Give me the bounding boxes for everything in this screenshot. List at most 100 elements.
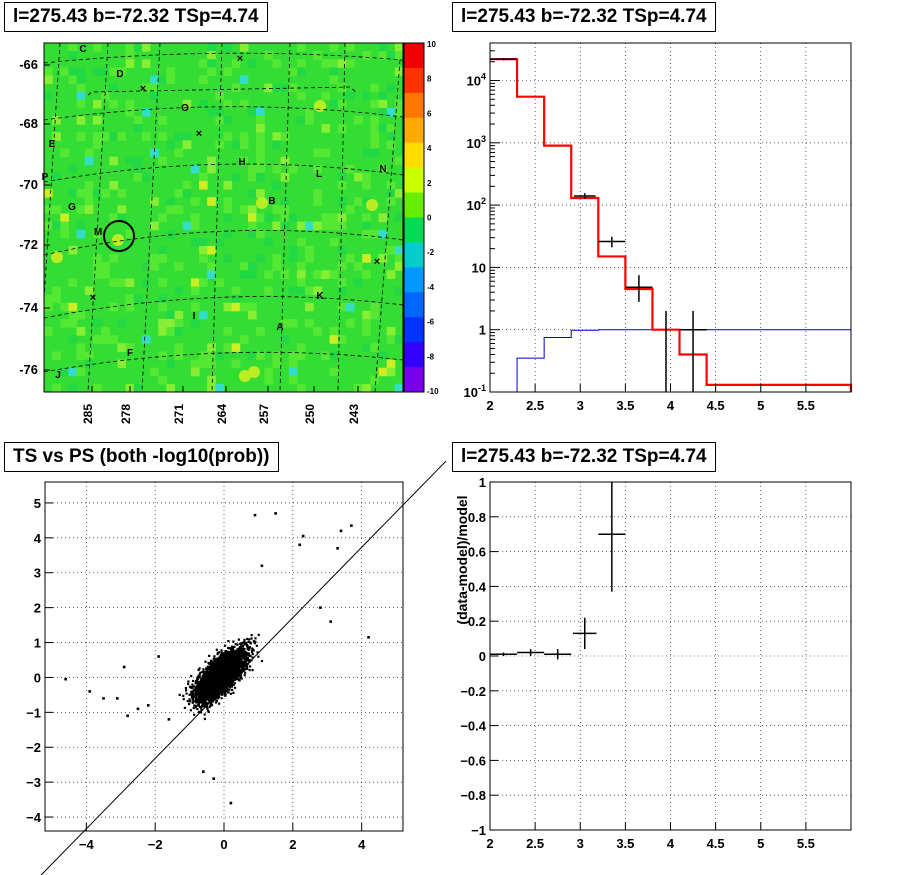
map-pixel (394, 99, 404, 109)
scatter-point (205, 669, 208, 672)
scatter-point (205, 667, 208, 670)
scatter-point (205, 691, 208, 694)
scatter-point (203, 695, 206, 698)
map-pixel (223, 132, 233, 141)
map-ytick-label: -66 (19, 57, 38, 72)
map-pixel (223, 327, 233, 336)
scatter-point (236, 661, 239, 664)
colorbar-label: 8 (427, 75, 432, 84)
map-hotspot (248, 366, 260, 378)
map-pixel (158, 351, 167, 361)
scatter-point (209, 664, 212, 667)
residual-ytick-label: 0 (479, 649, 486, 664)
scatter-point (202, 677, 205, 680)
scatter-point (231, 659, 234, 662)
scatter-point (236, 674, 239, 677)
scatter-point (251, 669, 254, 672)
map-cross-marker: × (237, 53, 243, 65)
scatter-point (217, 685, 220, 688)
map-pixel (337, 302, 347, 312)
scatter-point (224, 670, 227, 673)
map-xtick-label: 285 (81, 404, 95, 424)
scatter-point (219, 685, 222, 688)
map-pixel (345, 205, 355, 214)
scatter-point (224, 654, 227, 657)
map-pixel (264, 213, 273, 223)
map-pixel (76, 229, 86, 239)
map-pixel (141, 278, 151, 287)
map-pixel (182, 140, 192, 150)
colorbar-band (404, 43, 424, 69)
scatter-point (236, 654, 239, 658)
map-xtick-label: 264 (215, 404, 229, 424)
scatter-point (191, 701, 194, 704)
map-pixel (141, 43, 151, 52)
map-pixel (239, 270, 249, 279)
scatter-point (208, 698, 212, 702)
map-pixel (207, 245, 216, 255)
map-pixel (76, 116, 86, 125)
scatter-ytick-label: −2 (26, 740, 41, 755)
source-label-J: J (55, 370, 61, 381)
counts-ytick-label: 10-1 (464, 383, 486, 400)
map-pixel (256, 164, 265, 174)
map-pixel (199, 245, 208, 255)
map-pixel (272, 59, 282, 68)
diagonal-line (40, 460, 447, 875)
map-pixel (329, 270, 339, 279)
map-pixel (76, 99, 86, 109)
residual-xtick-label: 5.5 (797, 836, 815, 851)
scatter-point (213, 665, 216, 668)
map-xtick-label: 278 (119, 404, 133, 424)
scatter-point (199, 701, 202, 704)
scatter-point (216, 667, 219, 671)
scatter-point (199, 685, 203, 688)
map-pixel (321, 213, 331, 223)
map-pixel (329, 221, 339, 231)
map-pixel (288, 245, 298, 255)
map-pixel (239, 156, 249, 166)
map-pixel (313, 164, 322, 174)
scatter-point (224, 650, 227, 653)
scatter-point (115, 697, 119, 700)
scatter-point (215, 683, 219, 687)
map-pixel (76, 132, 86, 141)
scatter-point (254, 637, 257, 640)
scatter-point (235, 664, 238, 667)
map-pixel (117, 67, 127, 76)
scatter-point (235, 672, 238, 675)
scatter-point (194, 682, 197, 685)
scatter-point (250, 649, 254, 653)
scatter-point (192, 696, 195, 700)
source-label-F: F (127, 348, 133, 359)
source-label-G: G (68, 202, 76, 213)
scatter-point (249, 641, 252, 644)
scatter-ytick-label: 0 (34, 670, 41, 685)
map-pixel (321, 148, 331, 158)
map-title: l=275.43 b=-72.32 TSp=4.74 (4, 2, 268, 32)
map-pixel (84, 180, 94, 190)
scatter-point (211, 660, 214, 663)
scatter-point (228, 663, 231, 666)
map-pixel (101, 262, 110, 271)
map-pixel (92, 262, 102, 271)
map-cross-marker: × (196, 128, 202, 140)
scatter-point (209, 678, 213, 681)
scatter-point (249, 665, 252, 668)
graticule-lon-line (141, 42, 161, 393)
scatter-point (220, 673, 223, 676)
map-pixel (223, 229, 233, 239)
map-pixel (272, 205, 282, 214)
residual-ytick-label: −0.6 (460, 753, 486, 768)
scatter-point (208, 705, 211, 709)
map-pixel (337, 221, 347, 231)
map-pixel (354, 116, 363, 125)
scatter-point (194, 698, 197, 701)
scatter-point (200, 688, 203, 691)
map-pixel (207, 43, 216, 52)
scatter-point (206, 681, 210, 684)
scatter-point (240, 667, 243, 670)
scatter-point (242, 660, 246, 663)
scatter-point (217, 651, 221, 654)
scatter-point (241, 647, 244, 650)
